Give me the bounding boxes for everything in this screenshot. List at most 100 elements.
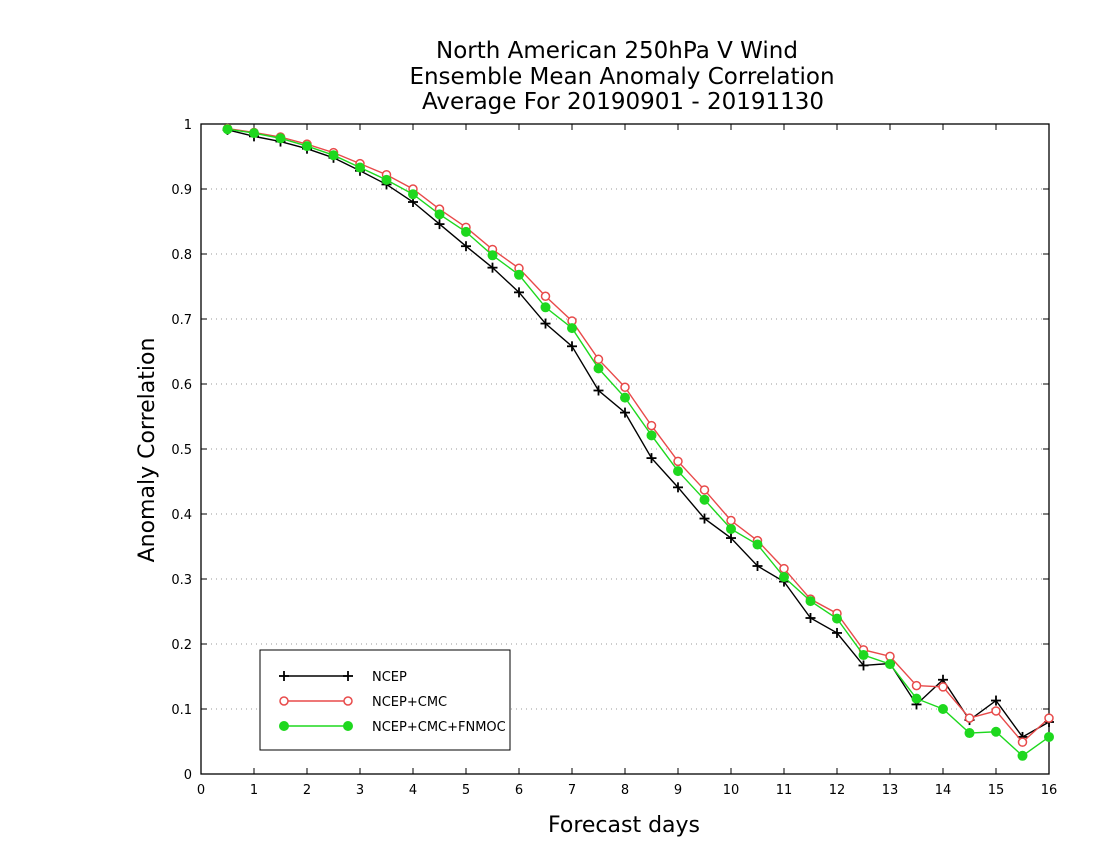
legend-marker-end-0 bbox=[343, 671, 353, 681]
series-2-point-14 bbox=[593, 363, 604, 374]
legend-label-0: NCEP bbox=[372, 670, 407, 685]
series-1-point-30 bbox=[1017, 737, 1028, 747]
series-0-point-29 bbox=[991, 695, 1001, 706]
y-tick-label-4: 0.4 bbox=[171, 508, 192, 523]
series-2 bbox=[222, 124, 1054, 761]
x-tick-label-8: 8 bbox=[621, 783, 629, 798]
series-0-point-19 bbox=[726, 533, 736, 544]
series-0-point-20 bbox=[752, 561, 763, 571]
series-2-point-8 bbox=[434, 209, 445, 220]
series-2-point-2 bbox=[275, 133, 286, 144]
y-tick-label-2: 0.2 bbox=[171, 638, 192, 653]
chart-title-line-1: North American 250hPa V Wind bbox=[436, 38, 798, 64]
series-1-point-16 bbox=[646, 420, 657, 431]
series-2-point-18 bbox=[699, 494, 710, 505]
x-tick-label-15: 15 bbox=[988, 783, 1005, 798]
series-0-point-15 bbox=[620, 407, 630, 418]
y-tick-label-1: 0.1 bbox=[171, 703, 192, 718]
series-2-point-25 bbox=[885, 659, 895, 670]
series-layer bbox=[222, 123, 1054, 761]
x-tick-label-7: 7 bbox=[568, 783, 576, 798]
x-tick-label-2: 2 bbox=[303, 783, 311, 798]
legend-marker-start-0 bbox=[279, 671, 289, 681]
series-1-point-12 bbox=[540, 291, 551, 301]
series-2-point-17 bbox=[673, 466, 683, 477]
series-2-point-10 bbox=[487, 250, 498, 261]
series-2-point-27 bbox=[938, 704, 948, 714]
x-tick-label-6: 6 bbox=[515, 783, 523, 798]
x-tick-label-9: 9 bbox=[674, 783, 682, 798]
series-0-point-22 bbox=[805, 613, 816, 623]
legend-box bbox=[259, 649, 511, 751]
series-0-point-13 bbox=[567, 341, 577, 352]
series-2-point-0 bbox=[222, 124, 233, 135]
series-2-point-21 bbox=[779, 572, 789, 583]
series-2-point-1 bbox=[249, 128, 259, 139]
series-0-point-8 bbox=[434, 219, 445, 230]
x-tick-label-14: 14 bbox=[935, 783, 952, 798]
x-tick-label-3: 3 bbox=[356, 783, 364, 798]
series-1-point-19 bbox=[726, 515, 736, 526]
series-0-point-18 bbox=[699, 513, 710, 524]
series-2-point-22 bbox=[805, 596, 816, 607]
series-2-point-24 bbox=[858, 650, 869, 661]
series-2-point-30 bbox=[1017, 750, 1028, 761]
x-tick-label-4: 4 bbox=[409, 783, 417, 798]
chart-title-line-2: Ensemble Mean Anomaly Correlation bbox=[409, 64, 834, 90]
x-tick-label-0: 0 bbox=[197, 783, 205, 798]
y-tick-label-5: 0.5 bbox=[171, 443, 192, 458]
series-1-point-15 bbox=[620, 382, 630, 392]
y-tick-label-10: 1 bbox=[184, 118, 192, 133]
series-2-point-20 bbox=[752, 539, 763, 550]
series-2-point-23 bbox=[832, 613, 842, 624]
series-1-point-14 bbox=[593, 354, 604, 365]
legend-marker-end-1 bbox=[343, 696, 353, 706]
series-2-point-4 bbox=[328, 150, 339, 161]
chart-title-line-3: Average For 20190901 - 20191130 bbox=[422, 89, 824, 115]
legend-label-2: NCEP+CMC+FNMOC bbox=[372, 720, 506, 735]
series-2-point-28 bbox=[964, 728, 975, 739]
y-tick-label-0: 0 bbox=[184, 768, 192, 783]
y-tick-label-7: 0.7 bbox=[171, 313, 192, 328]
series-1-point-17 bbox=[673, 456, 683, 467]
series-2-point-11 bbox=[514, 269, 524, 280]
series-2-point-13 bbox=[567, 323, 577, 334]
series-0-point-14 bbox=[593, 385, 604, 396]
series-2-point-9 bbox=[461, 226, 471, 237]
legend: NCEP NCEP+CMC NCEP+CMC+FNMOC bbox=[259, 649, 511, 751]
series-0-point-9 bbox=[461, 241, 471, 252]
series-2-point-7 bbox=[408, 189, 418, 200]
legend-marker-end-2 bbox=[343, 721, 353, 731]
x-tick-label-10: 10 bbox=[723, 783, 740, 798]
x-axis-label: Forecast days bbox=[548, 813, 700, 838]
x-tick-label-11: 11 bbox=[776, 783, 793, 798]
series-1-point-25 bbox=[885, 651, 895, 662]
x-axis-ticks: 0 1 2 3 4 5 6 7 8 9 10 11 12 13 14 15 16 bbox=[197, 124, 1057, 798]
y-tick-label-3: 0.3 bbox=[171, 573, 192, 588]
series-1-point-21 bbox=[779, 563, 789, 574]
y-axis-label: Anomaly Correlation bbox=[135, 338, 160, 563]
series-2-point-6 bbox=[381, 174, 392, 185]
series-2-point-26 bbox=[911, 693, 922, 704]
legend-marker-start-2 bbox=[279, 721, 289, 731]
series-2-point-29 bbox=[991, 726, 1001, 737]
series-2-point-19 bbox=[726, 523, 736, 534]
x-tick-label-16: 16 bbox=[1041, 783, 1058, 798]
series-1-point-28 bbox=[964, 713, 975, 723]
legend-label-1: NCEP+CMC bbox=[372, 695, 447, 710]
series-1-point-26 bbox=[911, 680, 922, 691]
series-0-point-17 bbox=[673, 482, 683, 493]
series-2-point-15 bbox=[620, 392, 630, 403]
y-axis-ticks: 0 0.1 0.2 0.3 0.4 0.5 0.6 0.7 0.8 0.9 1 bbox=[171, 118, 1049, 783]
x-tick-label-5: 5 bbox=[462, 783, 470, 798]
legend-marker-start-1 bbox=[279, 696, 289, 706]
series-1-point-18 bbox=[699, 485, 710, 495]
series-0-point-23 bbox=[832, 627, 842, 638]
series-2-point-3 bbox=[302, 141, 312, 152]
series-2-point-31 bbox=[1044, 731, 1054, 742]
x-tick-label-13: 13 bbox=[882, 783, 899, 798]
series-1-point-27 bbox=[938, 682, 948, 692]
series-2-point-16 bbox=[646, 430, 657, 441]
